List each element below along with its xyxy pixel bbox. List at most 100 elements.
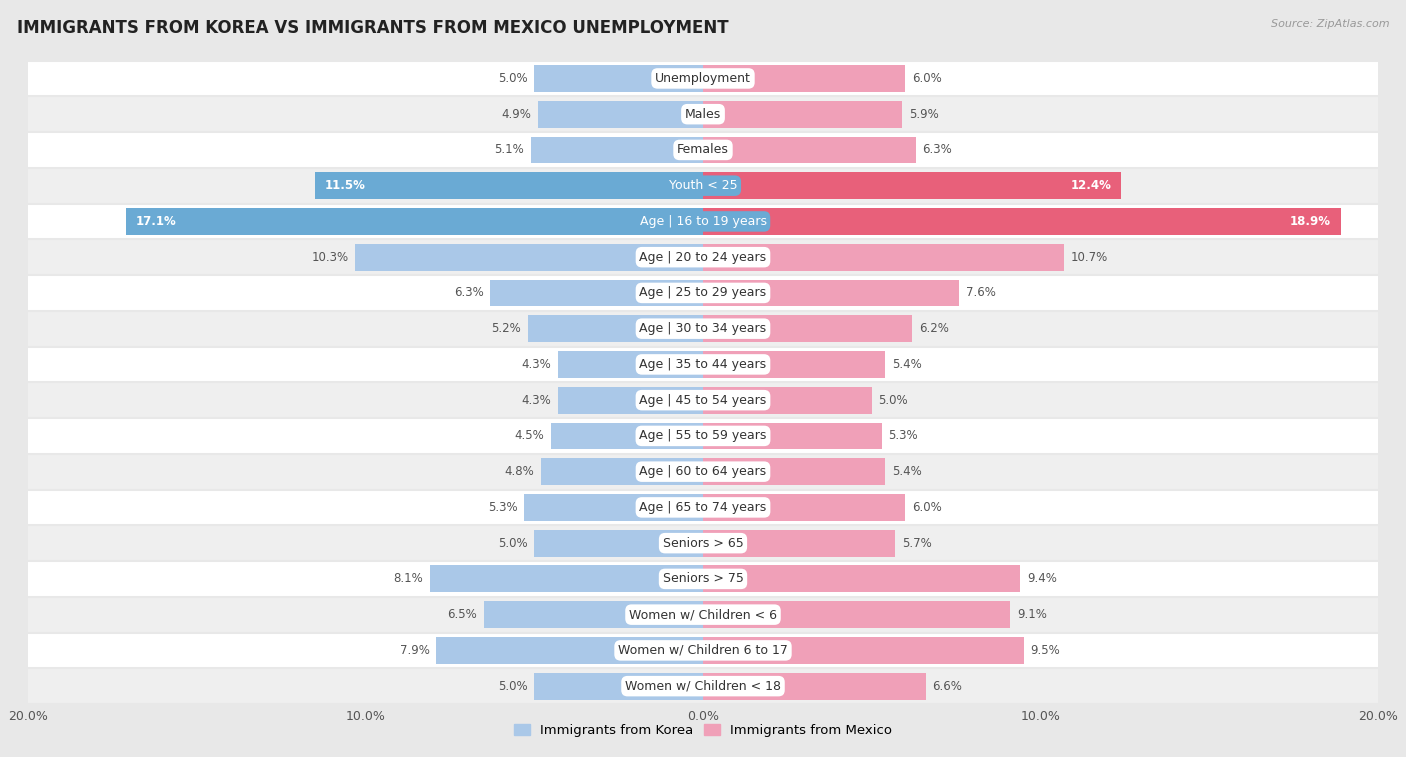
Text: Age | 60 to 64 years: Age | 60 to 64 years (640, 465, 766, 478)
Text: Males: Males (685, 107, 721, 120)
Text: 10.7%: 10.7% (1071, 251, 1108, 263)
Text: 5.9%: 5.9% (908, 107, 939, 120)
Text: 8.1%: 8.1% (394, 572, 423, 585)
Bar (28, 204, 1378, 239)
Bar (531, 136, 703, 164)
Bar (703, 494, 905, 521)
Bar (703, 601, 1010, 628)
Text: Age | 30 to 34 years: Age | 30 to 34 years (640, 322, 766, 335)
Text: Women w/ Children < 18: Women w/ Children < 18 (626, 680, 780, 693)
Bar (28, 239, 1378, 275)
Bar (127, 208, 703, 235)
Bar (28, 453, 1378, 490)
Text: Seniors > 65: Seniors > 65 (662, 537, 744, 550)
Text: Age | 55 to 59 years: Age | 55 to 59 years (640, 429, 766, 442)
Bar (541, 458, 703, 485)
Text: 6.0%: 6.0% (912, 501, 942, 514)
Text: 9.5%: 9.5% (1031, 644, 1060, 657)
Bar (491, 279, 703, 307)
Text: IMMIGRANTS FROM KOREA VS IMMIGRANTS FROM MEXICO UNEMPLOYMENT: IMMIGRANTS FROM KOREA VS IMMIGRANTS FROM… (17, 19, 728, 37)
Bar (28, 275, 1378, 311)
Bar (558, 387, 703, 413)
Text: 18.9%: 18.9% (1289, 215, 1330, 228)
Text: 4.5%: 4.5% (515, 429, 544, 442)
Bar (703, 279, 959, 307)
Text: Unemployment: Unemployment (655, 72, 751, 85)
Text: Age | 20 to 24 years: Age | 20 to 24 years (640, 251, 766, 263)
Bar (28, 633, 1378, 668)
Text: 5.1%: 5.1% (495, 143, 524, 157)
Text: 10.3%: 10.3% (312, 251, 349, 263)
Bar (703, 387, 872, 413)
Text: Age | 65 to 74 years: Age | 65 to 74 years (640, 501, 766, 514)
Text: 6.6%: 6.6% (932, 680, 962, 693)
Bar (28, 311, 1378, 347)
Text: 4.9%: 4.9% (501, 107, 531, 120)
Text: Age | 45 to 54 years: Age | 45 to 54 years (640, 394, 766, 407)
Bar (484, 601, 703, 628)
Bar (703, 422, 882, 450)
Text: 6.2%: 6.2% (920, 322, 949, 335)
Text: 11.5%: 11.5% (325, 179, 366, 192)
Bar (436, 637, 703, 664)
Text: 5.0%: 5.0% (498, 680, 527, 693)
Bar (534, 65, 703, 92)
Bar (430, 565, 703, 592)
Bar (28, 347, 1378, 382)
Text: Source: ZipAtlas.com: Source: ZipAtlas.com (1271, 19, 1389, 29)
Bar (703, 637, 1024, 664)
Bar (703, 458, 886, 485)
Text: 17.1%: 17.1% (136, 215, 177, 228)
Text: 9.1%: 9.1% (1017, 608, 1046, 621)
Bar (28, 668, 1378, 704)
Bar (28, 490, 1378, 525)
Bar (703, 315, 912, 342)
Bar (315, 173, 703, 199)
Bar (537, 101, 703, 128)
Bar (703, 673, 925, 699)
Bar (558, 351, 703, 378)
Text: 9.4%: 9.4% (1026, 572, 1057, 585)
Bar (356, 244, 703, 270)
Text: Women w/ Children 6 to 17: Women w/ Children 6 to 17 (619, 644, 787, 657)
Text: 5.4%: 5.4% (891, 465, 922, 478)
Bar (703, 565, 1021, 592)
Bar (703, 101, 903, 128)
Bar (703, 244, 1064, 270)
Bar (534, 530, 703, 556)
Bar (703, 173, 1122, 199)
Text: 6.3%: 6.3% (454, 286, 484, 300)
Text: 5.0%: 5.0% (498, 537, 527, 550)
Text: 7.6%: 7.6% (966, 286, 995, 300)
Bar (28, 525, 1378, 561)
Text: 6.5%: 6.5% (447, 608, 477, 621)
Text: 6.3%: 6.3% (922, 143, 952, 157)
Text: 7.9%: 7.9% (399, 644, 430, 657)
Text: 4.3%: 4.3% (522, 358, 551, 371)
Text: 5.7%: 5.7% (903, 537, 932, 550)
Bar (703, 208, 1341, 235)
Text: Seniors > 75: Seniors > 75 (662, 572, 744, 585)
Bar (28, 418, 1378, 453)
Bar (524, 494, 703, 521)
Text: Youth < 25: Youth < 25 (669, 179, 737, 192)
Bar (703, 136, 915, 164)
Text: Age | 35 to 44 years: Age | 35 to 44 years (640, 358, 766, 371)
Bar (703, 65, 905, 92)
Text: Age | 16 to 19 years: Age | 16 to 19 years (640, 215, 766, 228)
Bar (28, 382, 1378, 418)
Text: 5.3%: 5.3% (889, 429, 918, 442)
Bar (703, 530, 896, 556)
Bar (28, 61, 1378, 96)
Bar (28, 96, 1378, 132)
Bar (28, 597, 1378, 633)
Text: 5.2%: 5.2% (491, 322, 520, 335)
Text: 5.4%: 5.4% (891, 358, 922, 371)
Text: 4.3%: 4.3% (522, 394, 551, 407)
Bar (527, 315, 703, 342)
Text: Females: Females (678, 143, 728, 157)
Text: 5.3%: 5.3% (488, 501, 517, 514)
Text: 6.0%: 6.0% (912, 72, 942, 85)
Bar (703, 351, 886, 378)
Text: 12.4%: 12.4% (1070, 179, 1111, 192)
